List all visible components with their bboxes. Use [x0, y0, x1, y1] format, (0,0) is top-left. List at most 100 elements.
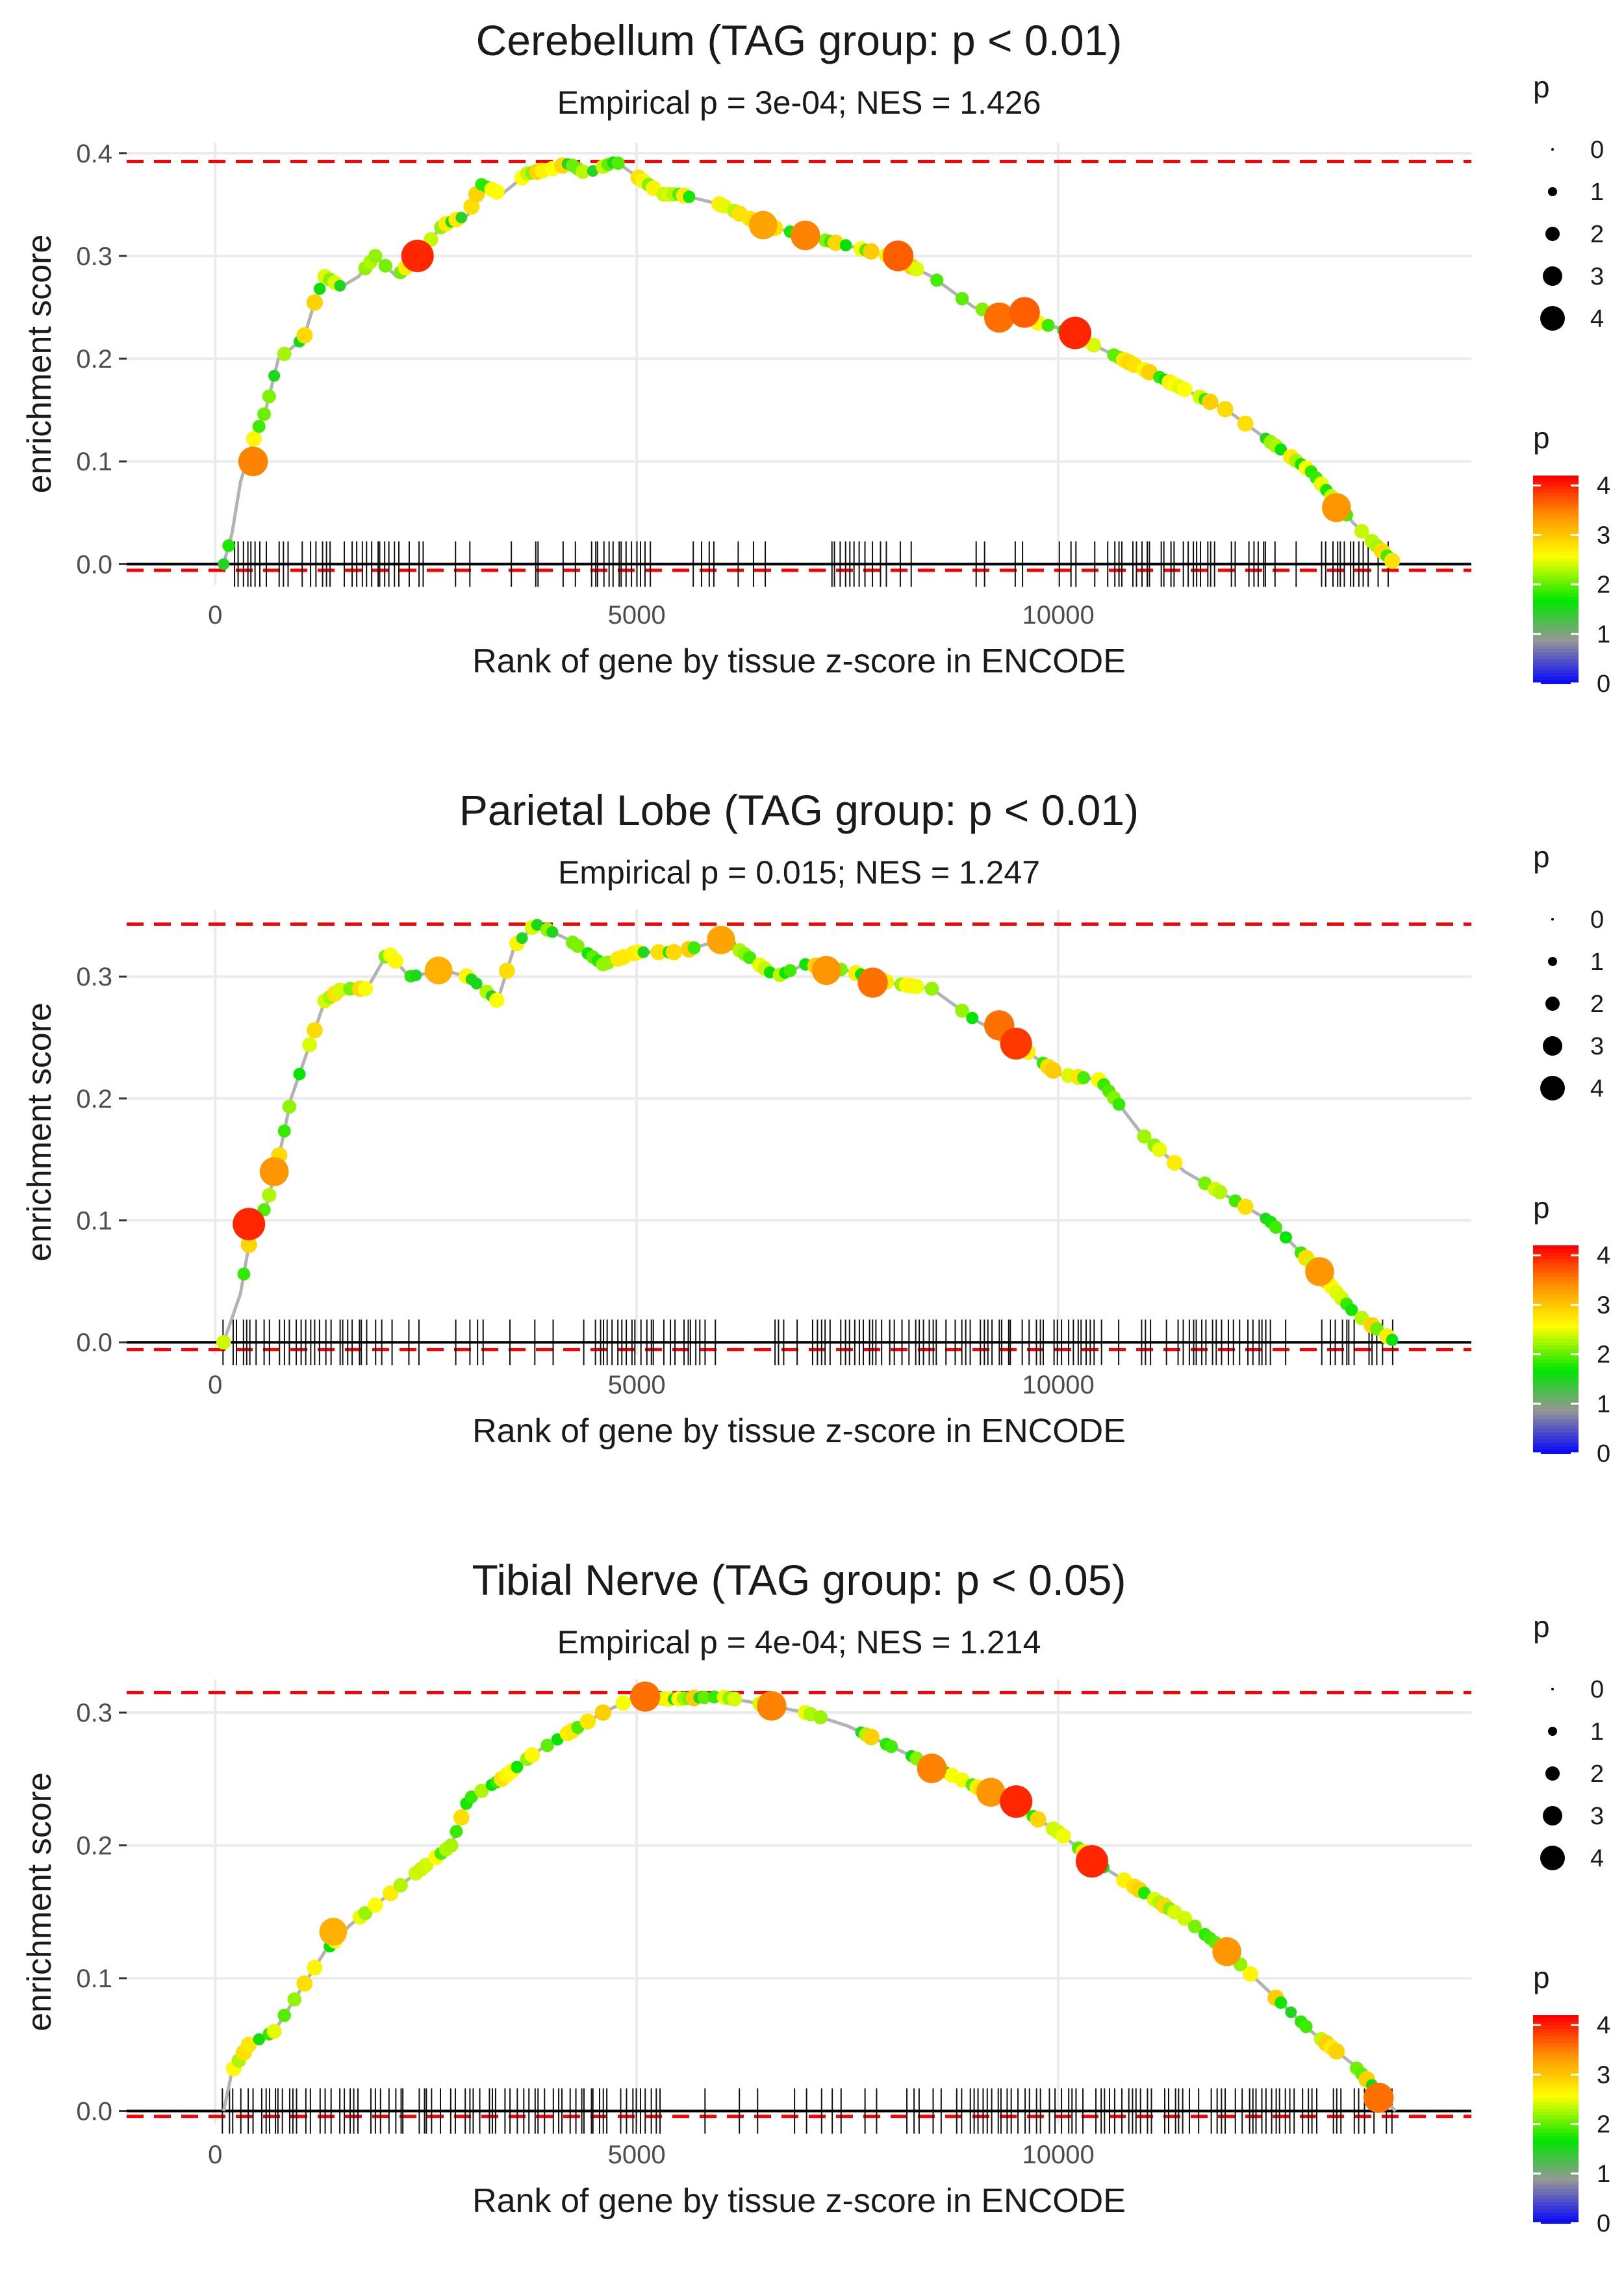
curve-point: [637, 946, 650, 958]
color-bar-segment: [1533, 2074, 1579, 2078]
curve-point: [293, 1067, 306, 1080]
x-tick-label: 5000: [608, 601, 666, 630]
curve-point: [863, 243, 880, 260]
color-bar-segment: [1533, 1293, 1579, 1298]
color-bar-segment: [1533, 604, 1579, 608]
color-bar-segment: [1533, 524, 1579, 528]
curve-point: [334, 279, 346, 292]
highlighted-point: [882, 240, 914, 272]
curve-point: [498, 962, 515, 979]
curve-point: [287, 1992, 302, 2007]
color-bar-segment: [1533, 1329, 1579, 1333]
highlighted-point: [424, 956, 453, 985]
x-axis-title: Rank of gene by tissue z-score in ENCODE: [472, 642, 1126, 680]
color-bar-segment: [1533, 586, 1579, 591]
color-legend: p 0 1 2 3 4: [1533, 1961, 1610, 2237]
curve-point: [570, 939, 585, 953]
color-bar-segment: [1533, 1256, 1579, 1260]
color-bar-segment: [1533, 1380, 1579, 1385]
curve-point: [470, 977, 483, 989]
color-bar-segment: [1533, 1366, 1579, 1371]
highlighted-point: [917, 1753, 947, 1783]
highlighted-point: [629, 1681, 661, 1712]
color-bar-segment: [1533, 2026, 1579, 2030]
curve-point: [277, 2009, 291, 2022]
color-bar-segment: [1533, 642, 1579, 646]
color-bar-segment: [1533, 2130, 1579, 2134]
curve-point: [1237, 1199, 1254, 1215]
curve-point: [1243, 1966, 1258, 1982]
curve-point: [1137, 1887, 1151, 1900]
y-tick-label: 0.3: [76, 242, 112, 271]
color-bar-segment: [1533, 492, 1579, 497]
color-bar-segment: [1533, 2105, 1579, 2109]
size-legend-key: [1545, 227, 1560, 241]
curve-point: [1354, 524, 1369, 539]
color-bar-segment: [1533, 2206, 1579, 2210]
x-tick-label: 0: [208, 2141, 222, 2169]
color-bar-segment: [1533, 2143, 1579, 2148]
color-bar-segment: [1533, 2070, 1579, 2075]
color-bar-segment: [1533, 2042, 1579, 2047]
size-legend-label: 0: [1590, 1676, 1604, 1703]
size-legend-title: p: [1533, 840, 1550, 874]
color-bar-segment: [1533, 2136, 1579, 2141]
curve-point: [909, 978, 924, 995]
curve-point: [306, 1022, 323, 1039]
color-bar-segment: [1533, 1429, 1579, 1433]
highlighted-point: [1075, 1845, 1108, 1878]
color-bar-segment: [1533, 590, 1579, 594]
curve-points: [225, 1688, 1378, 2091]
color-bar-segment: [1533, 1280, 1579, 1284]
curve-point: [1167, 1154, 1183, 1171]
enrichment-curve: [222, 922, 1397, 1344]
color-legend-label: 3: [1597, 522, 1610, 549]
color-bar-segment: [1533, 1273, 1579, 1277]
curve-point: [488, 184, 505, 200]
curve-point: [1275, 443, 1288, 456]
color-bar-segment: [1533, 2161, 1579, 2165]
color-bar-segment: [1533, 559, 1579, 563]
size-legend-key: [1548, 957, 1557, 966]
color-bar-segment: [1533, 517, 1579, 522]
color-bar-segment: [1533, 2088, 1579, 2093]
curve-point: [743, 951, 757, 965]
y-tick-label: 0.0: [76, 2098, 112, 2126]
size-legend: p 0 1 2 3 4: [1533, 840, 1604, 1102]
color-bar-segment: [1533, 1401, 1579, 1406]
highlighted-point: [238, 446, 268, 476]
curve-point: [611, 157, 625, 170]
chart-subtitle: Empirical p = 0.015; NES = 1.247: [558, 854, 1040, 891]
color-bar-segment: [1533, 541, 1579, 546]
highlighted-point: [1000, 1785, 1033, 1818]
curve-point: [277, 346, 292, 361]
y-axis-title: enrichment score: [21, 1772, 58, 2031]
color-bar-segment: [1533, 1249, 1579, 1253]
curve-point: [306, 294, 324, 311]
curve-point: [1086, 337, 1101, 353]
color-bar-segment: [1533, 2157, 1579, 2161]
chart-panel-1: Cerebellum (TAG group: p < 0.01) Empirica…: [21, 16, 1610, 698]
color-bar-segment: [1533, 2150, 1579, 2155]
highlighted-point: [707, 926, 735, 954]
curve-point: [262, 1188, 277, 1202]
curve-point: [863, 1729, 880, 1746]
color-bar-segment: [1533, 1301, 1579, 1305]
curve-point: [455, 211, 468, 223]
color-bar-segment: [1533, 2174, 1579, 2179]
color-bar-segment: [1533, 482, 1579, 487]
color-bar-segment: [1533, 611, 1579, 615]
color-bar-segment: [1533, 486, 1579, 490]
curve-point: [464, 1790, 478, 1803]
color-bar-segment: [1533, 2192, 1579, 2196]
curve-point: [1187, 1919, 1202, 1933]
color-bar-segment: [1533, 562, 1579, 566]
curve-point: [1213, 1184, 1228, 1200]
color-bar-segment: [1533, 1432, 1579, 1437]
curve-point: [1275, 1996, 1288, 2009]
x-tick-label: 0: [208, 1371, 222, 1399]
color-bar-segment: [1533, 1287, 1579, 1291]
color-bar-segment: [1533, 2078, 1579, 2082]
color-bar-segment: [1533, 614, 1579, 618]
